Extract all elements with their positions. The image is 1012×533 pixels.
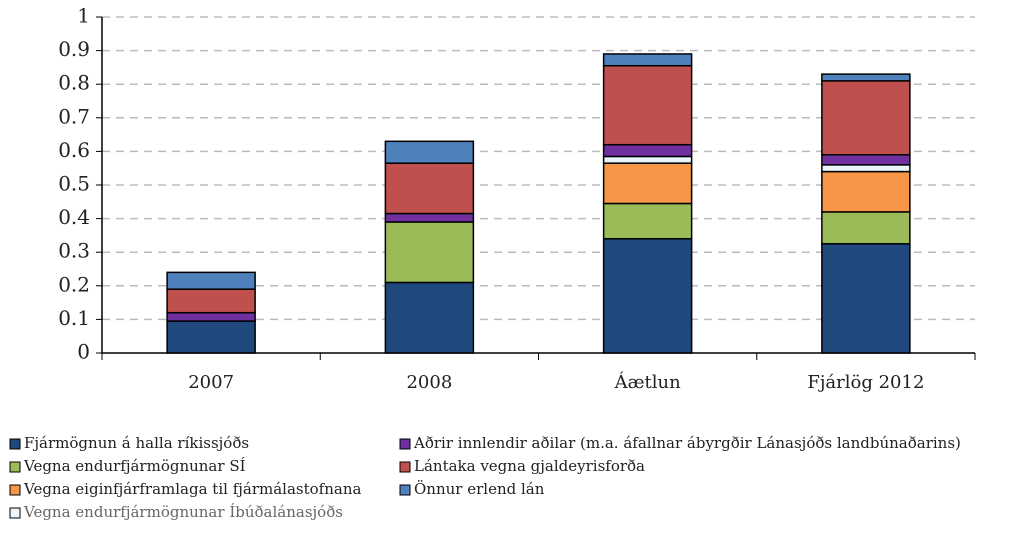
bar-segment	[166, 320, 256, 354]
y-tick-label: 0.8	[58, 71, 90, 95]
bar-segment	[384, 140, 475, 164]
y-tick-label: 0.1	[58, 306, 90, 330]
y-tick-label: 0.5	[58, 172, 90, 196]
bar-segment	[821, 80, 911, 156]
bar-segment	[821, 243, 911, 354]
bar-segment	[602, 202, 693, 240]
bar-segment	[821, 73, 911, 82]
legend-label: Fjármögnun á halla ríkissjóðs	[24, 434, 249, 452]
x-tick-label: Áætlun	[614, 370, 682, 393]
bar-segment	[821, 170, 911, 213]
y-tick-label: 0.2	[58, 272, 90, 296]
legend-swatch	[399, 484, 411, 496]
x-tick-label: Fjárlög 2012	[807, 372, 924, 393]
bar-segment	[602, 162, 693, 205]
bar-segment	[166, 311, 256, 322]
bar-segment	[166, 271, 256, 290]
legend-label: Vegna eiginfjárframlaga til fjármálastof…	[23, 480, 361, 498]
y-tick-label: 0.6	[58, 138, 90, 162]
bar-segment	[384, 281, 475, 354]
bar-segment	[602, 143, 693, 158]
bar-segment	[821, 164, 911, 173]
legend-label: Aðrir innlendir aðilar (m.a. áfallnar áb…	[413, 434, 961, 452]
x-tick-label: 2008	[406, 372, 452, 393]
legend-swatch	[399, 438, 411, 450]
bar-segment	[384, 162, 475, 215]
legend-swatch	[9, 507, 21, 519]
legend-label: Lántaka vegna gjaldeyrisforða	[414, 457, 645, 475]
legend-label: Önnur erlend lán	[414, 480, 545, 498]
bar-segment	[384, 221, 475, 284]
legend-swatch	[9, 438, 21, 450]
x-tick-label: 2007	[188, 372, 234, 393]
y-tick-label: 0.7	[58, 104, 90, 128]
y-tick-label: 0.3	[58, 239, 90, 263]
bar-segment	[602, 64, 693, 146]
y-tick-label: 0.9	[58, 37, 90, 61]
bar-segment	[602, 155, 693, 164]
y-tick-label: 1	[77, 4, 90, 28]
y-tick-label: 0.4	[58, 205, 90, 229]
legend-swatch	[9, 461, 21, 473]
bar-segment	[602, 238, 693, 354]
bar-segment	[821, 154, 911, 166]
y-tick-label: 0	[77, 340, 90, 364]
legend-label: Vegna endurfjármögnunar SÍ	[23, 457, 246, 475]
legend-swatch	[399, 461, 411, 473]
legend-label: Vegna endurfjármögnunar Íbúðalánasjóðs	[23, 503, 343, 521]
legend-swatch	[9, 484, 21, 496]
bar-segment	[166, 288, 256, 314]
bar-segment	[602, 53, 693, 67]
bar-segment	[821, 211, 911, 245]
bar-segment	[384, 212, 475, 223]
